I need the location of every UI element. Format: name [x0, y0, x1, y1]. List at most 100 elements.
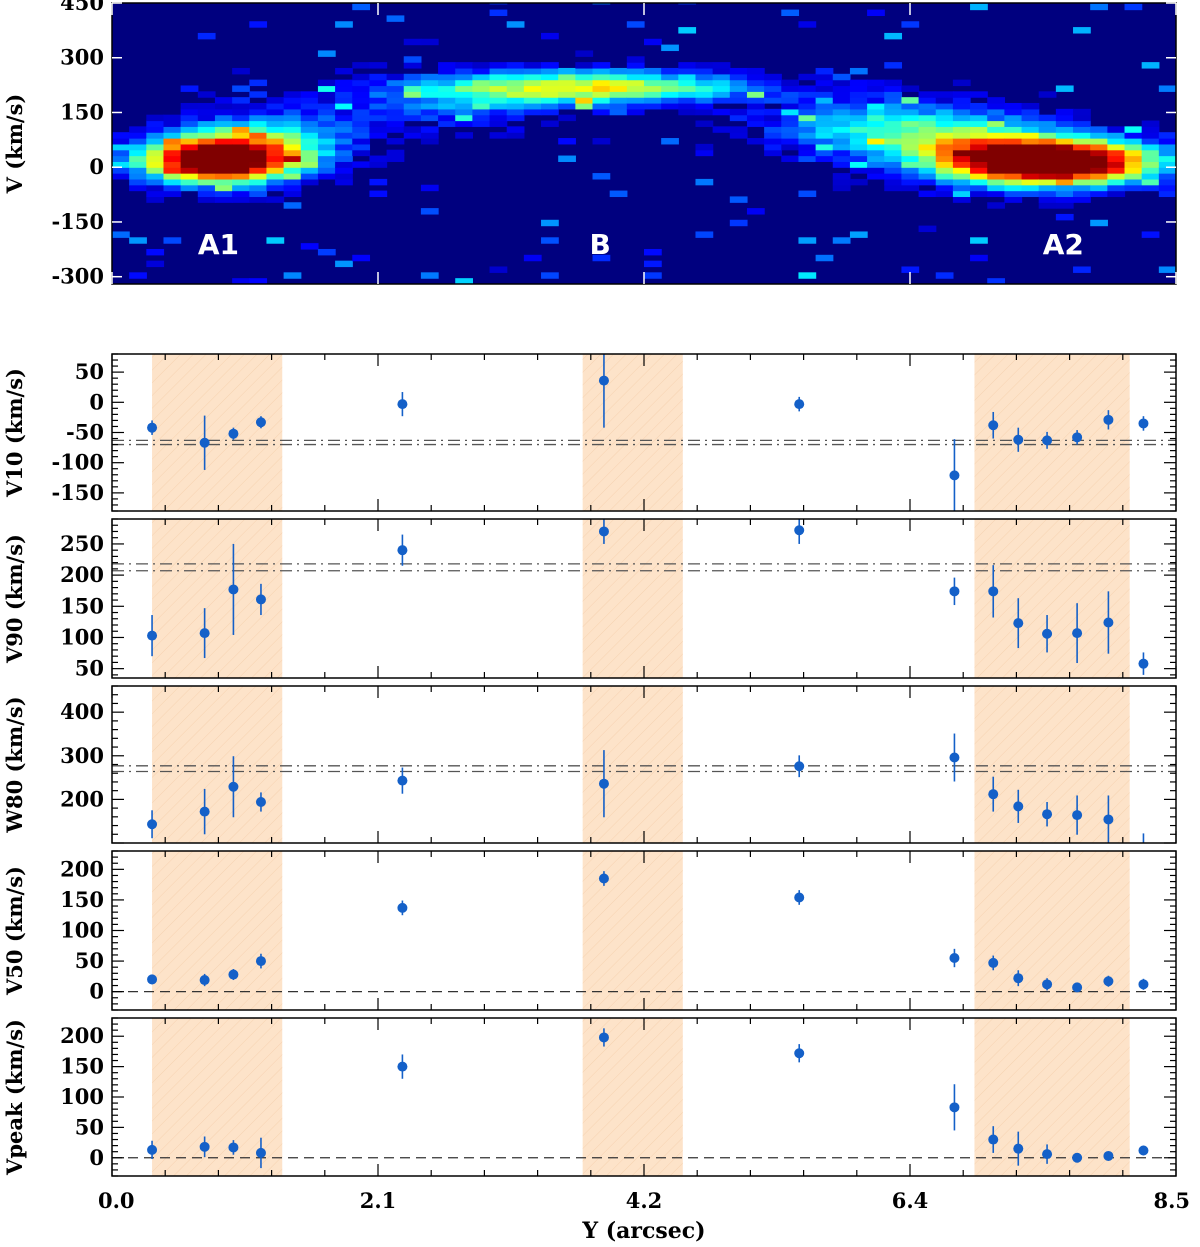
y-tick-label: 50 — [75, 1114, 104, 1139]
heatmap-cell — [146, 248, 165, 256]
heatmap-cell — [180, 178, 199, 186]
shaded-region-hatch — [974, 354, 1130, 511]
heatmap-cell — [867, 108, 885, 116]
heatmap-cell — [1158, 132, 1176, 139]
heatmap-cell — [232, 85, 250, 92]
heatmap-cell — [214, 108, 233, 116]
heatmap-cell — [867, 114, 885, 122]
heatmap-cell — [626, 79, 645, 87]
heatmap-cell — [987, 108, 1005, 116]
heatmap-cell — [1055, 190, 1074, 198]
heatmap-cell — [300, 97, 319, 104]
heatmap-cell — [1090, 3, 1108, 11]
heatmap-cell — [489, 62, 508, 69]
heatmap-cell — [884, 108, 903, 116]
heatmap-cell — [232, 149, 250, 157]
heatmap-cell — [1004, 102, 1023, 110]
heatmap-cell — [609, 108, 628, 116]
heatmap-cell — [1073, 114, 1091, 122]
heatmap-cell — [678, 108, 697, 116]
heatmap-cell — [541, 79, 559, 87]
heatmap-cell — [541, 62, 559, 69]
heatmap-cell — [644, 79, 662, 87]
heatmap-cell — [1055, 178, 1074, 186]
heatmap-cell — [472, 114, 491, 122]
heatmap-cell — [1141, 143, 1160, 151]
heatmap-cell — [935, 178, 954, 186]
heatmap-cell — [352, 3, 371, 11]
heatmap-cell — [935, 173, 954, 180]
heatmap-cell — [180, 120, 199, 127]
heatmap-cell — [1176, 266, 1194, 272]
heatmap-cell — [746, 97, 765, 104]
heatmap-cell — [832, 91, 851, 98]
heatmap-cell — [918, 225, 937, 233]
heatmap-cell — [592, 97, 611, 104]
heatmap-cell — [180, 102, 199, 110]
heatmap-cell — [952, 161, 971, 168]
heatmap-cell — [335, 120, 353, 127]
heatmap-cell — [352, 73, 371, 81]
shaded-region-hatch — [152, 354, 283, 511]
heatmap-cell — [369, 155, 388, 162]
heatmap-cell — [695, 79, 714, 87]
heatmap-cell — [129, 237, 147, 244]
heatmap-cell — [214, 102, 233, 110]
heatmap-cell — [232, 126, 250, 133]
heatmap-cell — [609, 102, 628, 110]
shaded-region-hatch — [974, 519, 1130, 678]
heatmap-cell — [1141, 167, 1160, 174]
heatmap-cell — [403, 38, 422, 46]
heatmap-cell — [197, 138, 216, 145]
heatmap-cell — [197, 32, 216, 40]
heatmap-cell — [249, 102, 268, 110]
heatmap-cell — [764, 85, 782, 92]
heatmap-cell — [489, 85, 508, 92]
heatmap-cell — [1038, 178, 1057, 186]
heatmap-cell — [283, 120, 302, 127]
heatmap-cell — [1021, 120, 1040, 127]
heatmap-cell — [970, 173, 988, 180]
data-point — [1072, 432, 1083, 443]
data-point — [1103, 1150, 1114, 1161]
data-point — [1042, 1149, 1053, 1160]
data-point — [794, 525, 805, 536]
heatmap-cell — [335, 149, 353, 157]
heatmap-cell — [661, 85, 679, 92]
y-tick-label: 250 — [60, 531, 104, 556]
heatmap-cell — [832, 173, 851, 180]
heatmap-cell — [283, 173, 302, 180]
heatmap-cell — [232, 97, 250, 104]
heatmap-cell — [283, 190, 302, 198]
heatmap-cell — [1038, 91, 1057, 98]
heatmap-cell — [232, 114, 250, 122]
heatmap-cell — [987, 114, 1005, 122]
data-point — [255, 417, 266, 428]
shaded-region-hatch — [582, 519, 683, 678]
heatmap-cell — [369, 85, 388, 92]
heatmap-cell — [369, 79, 388, 87]
heatmap-cell — [523, 73, 542, 81]
heatmap-cell — [386, 114, 405, 122]
heatmap-cell — [1021, 173, 1040, 180]
heatmap-cell — [849, 178, 868, 186]
heatmap-cell — [1055, 202, 1074, 209]
heatmap-cell — [472, 108, 491, 116]
heatmap-cell — [180, 173, 199, 180]
heatmap-cell — [952, 79, 971, 87]
heatmap-cell — [197, 173, 216, 180]
heatmap-cell — [335, 143, 353, 151]
heatmap-cell — [815, 120, 834, 127]
heatmap-cell — [678, 73, 697, 81]
heatmap-cell — [317, 132, 336, 139]
heatmap-cell — [867, 132, 885, 139]
heatmap-cell — [317, 149, 336, 157]
heatmap-cell — [180, 155, 199, 162]
heatmap-cell — [661, 44, 679, 52]
heatmap-cell — [386, 149, 405, 157]
data-point — [147, 422, 158, 433]
heatmap-cell — [523, 108, 542, 116]
heatmap-cell — [129, 149, 147, 157]
heatmap-cell — [935, 120, 954, 127]
heatmap-cell — [901, 167, 920, 174]
